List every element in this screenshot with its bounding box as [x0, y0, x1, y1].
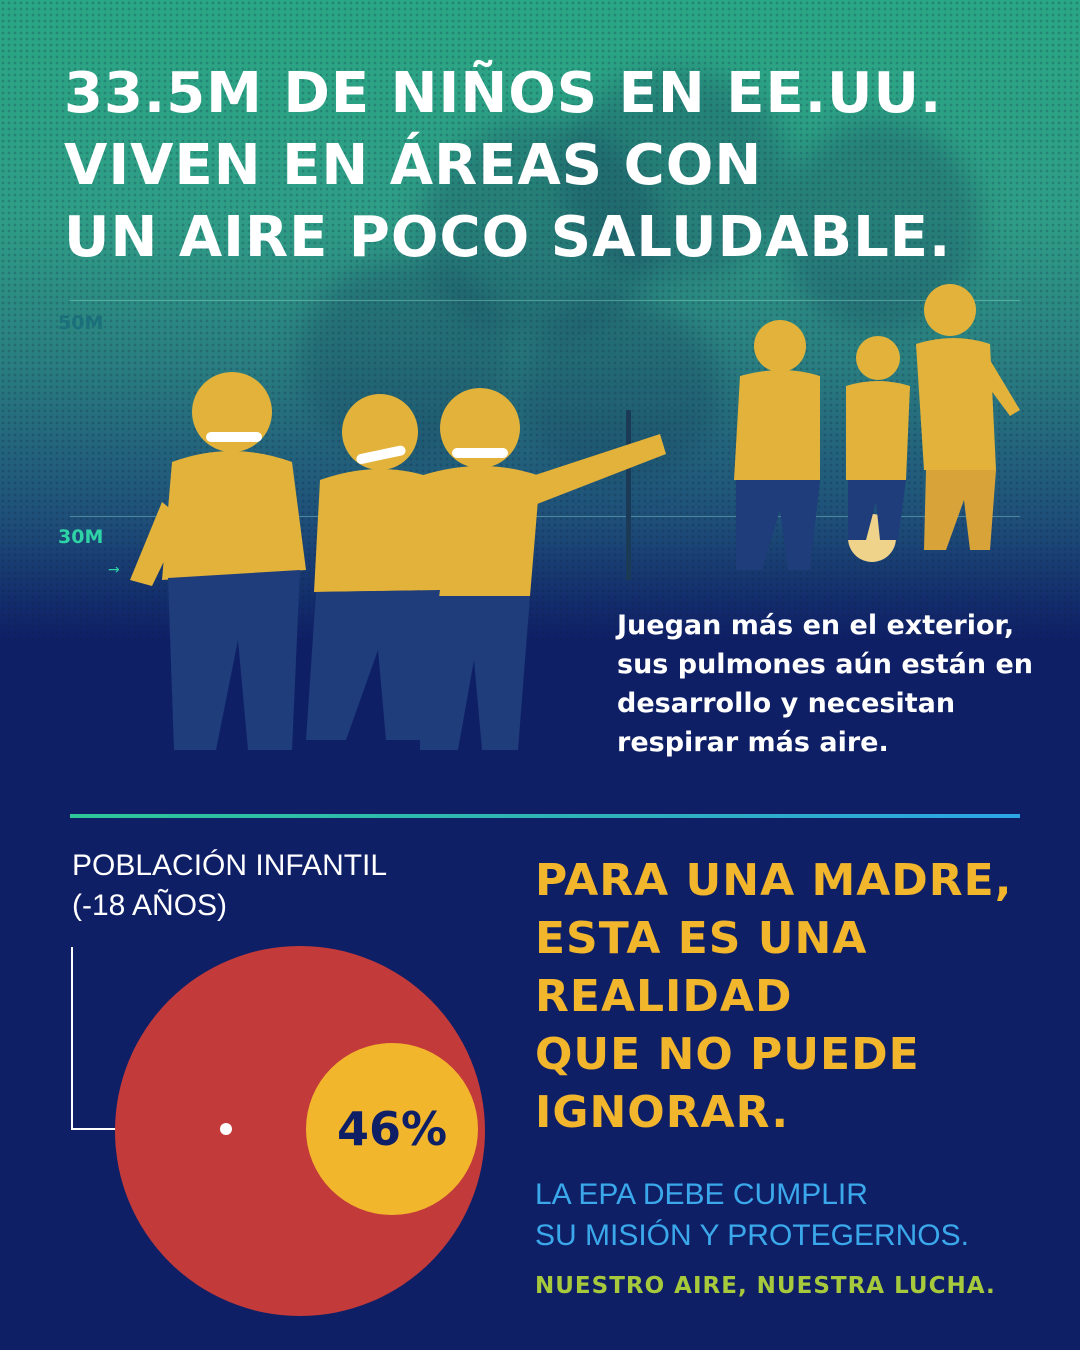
population-label-line-2: (-18 AÑOS) [72, 889, 228, 922]
smoke-plume [420, 120, 660, 340]
epa-message-line-1: LA EPA DEBE CUMPLIR [535, 1178, 868, 1211]
children-photo [130, 284, 1020, 750]
headline-line-2: VIVEN EN ÁREAS CON [64, 133, 763, 198]
mother-message-line-4: QUE NO PUEDE [535, 1029, 920, 1080]
arrow-icon: → [108, 562, 120, 578]
mother-message-line-3: REALIDAD [535, 971, 793, 1022]
goal-post [626, 410, 631, 580]
percent-label: 46% [336, 1102, 448, 1156]
photo-description: Juegan más en el exterior, sus pulmones … [617, 610, 1033, 758]
epa-message: LA EPA DEBE CUMPLIR SU MISIÓN Y PROTEGER… [535, 1174, 1055, 1256]
leader-line-vertical [71, 947, 73, 1130]
population-label-line-1: POBLACIÓN INFANTIL [72, 849, 388, 882]
mother-message-line-2: ESTA ES UNA [535, 913, 868, 964]
percent-circle: 46% [306, 1043, 478, 1215]
gridline-30m [70, 516, 1020, 517]
section-divider [70, 814, 1020, 818]
scale-label-50m: 50M [58, 312, 104, 334]
gridline-50m [70, 300, 1020, 301]
headline-line-3: UN AIRE POCO SALUDABLE. [64, 205, 952, 270]
population-label: POBLACIÓN INFANTIL (-18 AÑOS) [72, 846, 387, 926]
scale-label-30m: 30M [58, 526, 104, 548]
mother-message-line-1: PARA UNA MADRE, [535, 855, 1013, 906]
epa-message-line-2: SU MISIÓN Y PROTEGERNOS. [535, 1219, 969, 1252]
slogan: NUESTRO AIRE, NUESTRA LUCHA. [535, 1273, 996, 1299]
headline: 33.5M DE NIÑOS EN EE.UU. VIVEN EN ÁREAS … [64, 58, 1024, 274]
mother-message: PARA UNA MADRE, ESTA ES UNA REALIDAD QUE… [535, 852, 1055, 1142]
smoke-plume [560, 70, 790, 280]
leader-dot [220, 1123, 232, 1135]
headline-line-1: 33.5M DE NIÑOS EN EE.UU. [64, 61, 943, 126]
mother-message-line-5: IGNORAR. [535, 1087, 790, 1138]
